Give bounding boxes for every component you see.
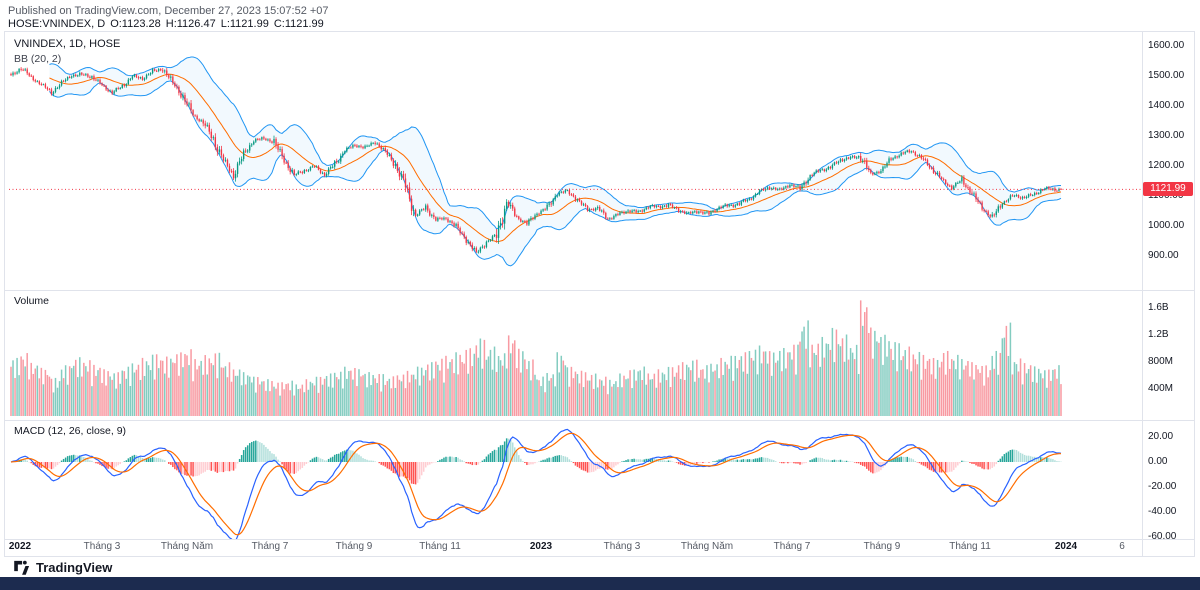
- volume-axis-tick: 800M: [1148, 356, 1174, 367]
- footer-bar: [0, 577, 1200, 590]
- bollinger-legend[interactable]: BB (20, 2): [14, 53, 62, 65]
- time-axis-year-label: 2023: [529, 541, 553, 552]
- time-axis-month-label: Tháng 11: [949, 541, 991, 552]
- symbol-name: HOSE:VNINDEX, D: [8, 18, 106, 30]
- macd-legend[interactable]: MACD (12, 26, close, 9): [14, 425, 127, 437]
- price-axis-tick: 1300.00: [1148, 130, 1185, 141]
- time-axis-month-label: Tháng 9: [335, 541, 373, 552]
- time-axis-month-label: 6: [1119, 541, 1125, 552]
- price-axis-tick: 1400.00: [1148, 100, 1185, 111]
- symbol-summary: HOSE:VNINDEX, D O:1123.28 H:1126.47 L:11…: [8, 18, 324, 30]
- chart-canvas[interactable]: [5, 32, 1194, 556]
- last-price-badge: 1121.99: [1143, 182, 1193, 196]
- ohlc-close: C:1121.99: [273, 18, 324, 30]
- volume-axis-tick: 1.2B: [1148, 329, 1169, 340]
- time-axis-month-label: Tháng 7: [251, 541, 289, 552]
- volume-axis-tick: 400M: [1148, 383, 1174, 394]
- volume-axis-tick: 1.6B: [1148, 302, 1169, 313]
- ohlc-high: H:1126.47: [165, 18, 216, 30]
- footer: TradingView: [0, 557, 1200, 577]
- macd-axis-tick: 20.00: [1148, 431, 1174, 442]
- time-axis-year-label: 2024: [1054, 541, 1078, 552]
- time-axis-month-label: Tháng 3: [83, 541, 121, 552]
- macd-axis-tick: 0.00: [1148, 456, 1168, 467]
- time-axis-year-label: 2022: [8, 541, 32, 552]
- time-axis-divider: [5, 539, 1194, 540]
- macd-axis-tick: -60.00: [1148, 531, 1177, 542]
- time-axis-month-label: Tháng 11: [419, 541, 461, 552]
- price-axis-tick: 1200.00: [1148, 160, 1185, 171]
- price-axis-tick: 1600.00: [1148, 40, 1185, 51]
- pane-divider-macd[interactable]: [5, 420, 1194, 421]
- price-axis-tick: 900.00: [1148, 250, 1179, 261]
- price-scale-divider: [1142, 32, 1143, 556]
- chart-area: VNINDEX, 1D, HOSE BB (20, 2) Volume MACD…: [4, 31, 1195, 557]
- time-axis-month-label: Tháng Năm: [680, 541, 734, 552]
- time-axis-month-label: Tháng Năm: [160, 541, 214, 552]
- pane-divider-volume[interactable]: [5, 290, 1194, 291]
- ohlc-open: O:1123.28: [110, 18, 161, 30]
- main-pane-legend[interactable]: VNINDEX, 1D, HOSE: [14, 38, 121, 50]
- ohlc-low: L:1121.99: [220, 18, 269, 30]
- price-axis-tick: 1500.00: [1148, 70, 1185, 81]
- macd-axis-tick: -20.00: [1148, 481, 1177, 492]
- published-caption: Published on TradingView.com, December 2…: [8, 5, 329, 17]
- time-axis-month-label: Tháng 9: [863, 541, 901, 552]
- tradingview-logo-text[interactable]: TradingView: [36, 559, 113, 575]
- time-axis-month-label: Tháng 3: [603, 541, 641, 552]
- tradingview-logo-icon: [14, 560, 30, 575]
- volume-legend[interactable]: Volume: [14, 295, 50, 307]
- time-axis-month-label: Tháng 7: [773, 541, 811, 552]
- macd-axis-tick: -40.00: [1148, 506, 1177, 517]
- price-axis-tick: 1000.00: [1148, 220, 1185, 231]
